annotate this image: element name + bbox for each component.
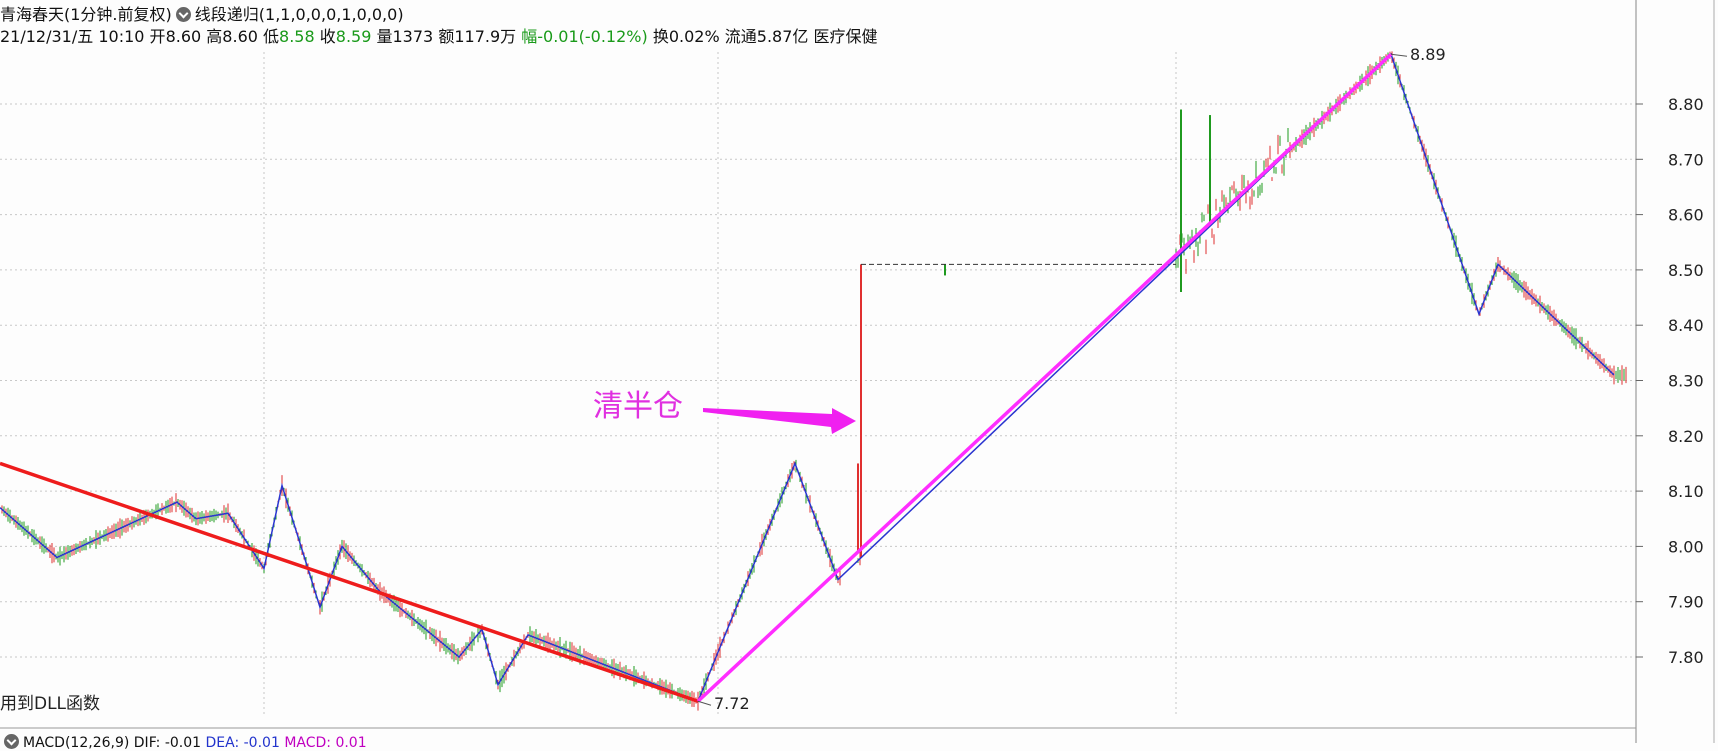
trend-lines	[0, 52, 1615, 703]
grid-lines	[0, 52, 1636, 715]
open-label: 开	[149, 27, 166, 46]
y-tick-label: 8.50	[1668, 261, 1704, 280]
y-tick-label: 8.40	[1668, 316, 1704, 335]
chart-header: 青海春天(1分钟.前复权) 线段递归(1,1,0,0,0,1,0,0,0) 21/…	[0, 0, 1640, 48]
dll-note: 用到DLL函数	[0, 694, 100, 714]
indicator-dropdown-icon[interactable]	[175, 7, 191, 22]
y-tick-label: 8.70	[1668, 150, 1704, 169]
volume-value: 1373	[392, 27, 434, 46]
trend-down-line	[0, 461, 699, 703]
y-tick-label: 8.00	[1668, 537, 1704, 556]
low-value: 8.58	[279, 27, 315, 46]
macd-label: MACD(12,26,9)	[23, 735, 130, 751]
segment-line	[0, 52, 1615, 703]
point-labels: 8.89 7.72	[697, 45, 1446, 713]
y-tick-label: 8.60	[1668, 206, 1704, 225]
amount-value: 117.9万	[454, 27, 517, 46]
y-tick-label: 7.80	[1668, 648, 1704, 667]
indicator-name[interactable]: 线段递归(1,1,0,0,0,1,0,0,0)	[194, 5, 404, 24]
float-label: 流通	[724, 27, 757, 46]
macd-dropdown-icon[interactable]	[4, 734, 19, 749]
close-label: 收	[319, 27, 336, 46]
y-tick-label: 8.30	[1668, 372, 1704, 391]
point-label: 8.89	[1410, 45, 1446, 64]
float-value: 5.87亿	[756, 27, 809, 46]
turnover-label: 换	[652, 27, 669, 46]
y-tick-label: 8.10	[1668, 482, 1704, 501]
change-label: 幅	[521, 27, 538, 46]
y-tick-label: 8.20	[1668, 427, 1704, 446]
point-label-leader	[1390, 53, 1408, 57]
quote-date: 21/12/31/五 10:10	[0, 27, 145, 46]
close-value: 8.59	[335, 27, 372, 46]
high-value: 8.60	[222, 27, 258, 46]
sector-name: 医疗保健	[813, 27, 878, 46]
volume-label: 量	[376, 27, 393, 46]
low-label: 低	[263, 27, 280, 46]
y-tick-label: 8.80	[1668, 95, 1704, 114]
turnover-value: 0.02%	[668, 27, 720, 46]
annotation-arrow	[703, 408, 856, 434]
trend-up-line	[696, 52, 1393, 703]
title-line: 青海春天(1分钟.前复权) 线段递归(1,1,0,0,0,1,0,0,0)	[0, 1, 404, 25]
quote-line: 21/12/31/五 10:10 开8.60 高8.60 低8.58 收8.59…	[0, 23, 878, 47]
amount-label: 额	[438, 27, 455, 46]
macd-dea: DEA: -0.01	[205, 735, 280, 751]
macd-dif: DIF: -0.01	[133, 735, 202, 751]
y-tick-label: 7.90	[1668, 593, 1704, 612]
stock-title: 青海春天(1分钟.前复权)	[0, 5, 172, 24]
change-value: -0.01(-0.12%)	[537, 27, 648, 46]
open-value: 8.60	[165, 27, 202, 46]
point-label: 7.72	[714, 694, 750, 713]
high-label: 高	[206, 27, 223, 46]
annotation-text: 清半仓	[593, 389, 683, 424]
macd-value: MACD: 0.01	[284, 735, 367, 751]
point-label-leader	[697, 700, 712, 706]
